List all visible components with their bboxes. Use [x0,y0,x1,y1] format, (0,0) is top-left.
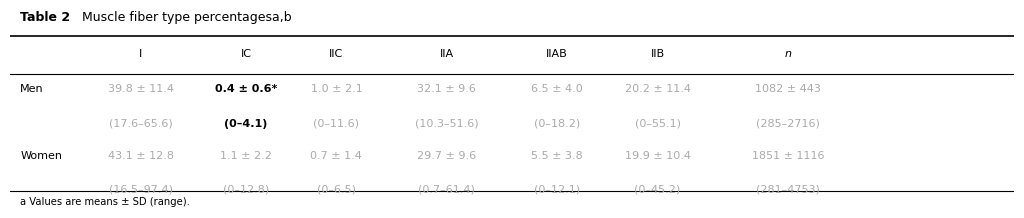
Text: 1.0 ± 2.1: 1.0 ± 2.1 [310,84,362,94]
Text: 1082 ± 443: 1082 ± 443 [755,84,821,94]
Text: (0–12.8): (0–12.8) [223,185,269,195]
Text: (0–45.2): (0–45.2) [635,185,681,195]
Text: 19.9 ± 10.4: 19.9 ± 10.4 [625,151,690,161]
Text: (0–11.6): (0–11.6) [313,119,359,129]
Text: 43.1 ± 12.8: 43.1 ± 12.8 [108,151,174,161]
Text: (285–2716): (285–2716) [756,119,820,129]
Text: 0.7 ± 1.4: 0.7 ± 1.4 [310,151,362,161]
Text: IIA: IIA [439,49,454,59]
Text: (0–55.1): (0–55.1) [635,119,681,129]
Text: 6.5 ± 4.0: 6.5 ± 4.0 [531,84,583,94]
Text: 29.7 ± 9.6: 29.7 ± 9.6 [417,151,476,161]
Text: (10.3–51.6): (10.3–51.6) [415,119,478,129]
Text: 20.2 ± 11.4: 20.2 ± 11.4 [625,84,690,94]
Text: (0.7–61.4): (0.7–61.4) [419,185,475,195]
Text: 5.5 ± 3.8: 5.5 ± 3.8 [531,151,583,161]
Text: (16.5–97.4): (16.5–97.4) [109,185,173,195]
Text: 1851 ± 1116: 1851 ± 1116 [752,151,824,161]
Text: Women: Women [20,151,62,161]
Text: (0–18.2): (0–18.2) [535,119,581,129]
Text: IIC: IIC [330,49,343,59]
Text: IIAB: IIAB [546,49,568,59]
Text: (0–12.1): (0–12.1) [535,185,581,195]
Text: 0.4 ± 0.6*: 0.4 ± 0.6* [215,84,278,94]
Text: (0–4.1): (0–4.1) [224,119,267,129]
Text: (17.6–65.6): (17.6–65.6) [109,119,173,129]
Text: n: n [784,49,792,59]
Text: 32.1 ± 9.6: 32.1 ± 9.6 [418,84,476,94]
Text: (281–4753): (281–4753) [756,185,820,195]
Text: a Values are means ± SD (range).: a Values are means ± SD (range). [20,197,190,207]
Text: Muscle fiber type percentagesa,b: Muscle fiber type percentagesa,b [83,11,292,24]
Text: 1.1 ± 2.2: 1.1 ± 2.2 [220,151,272,161]
Text: Men: Men [20,84,44,94]
Text: Table 2: Table 2 [20,11,71,24]
Text: (0–6.5): (0–6.5) [316,185,356,195]
Text: IC: IC [241,49,252,59]
Text: IIB: IIB [650,49,665,59]
Text: 39.8 ± 11.4: 39.8 ± 11.4 [108,84,174,94]
Text: I: I [139,49,142,59]
